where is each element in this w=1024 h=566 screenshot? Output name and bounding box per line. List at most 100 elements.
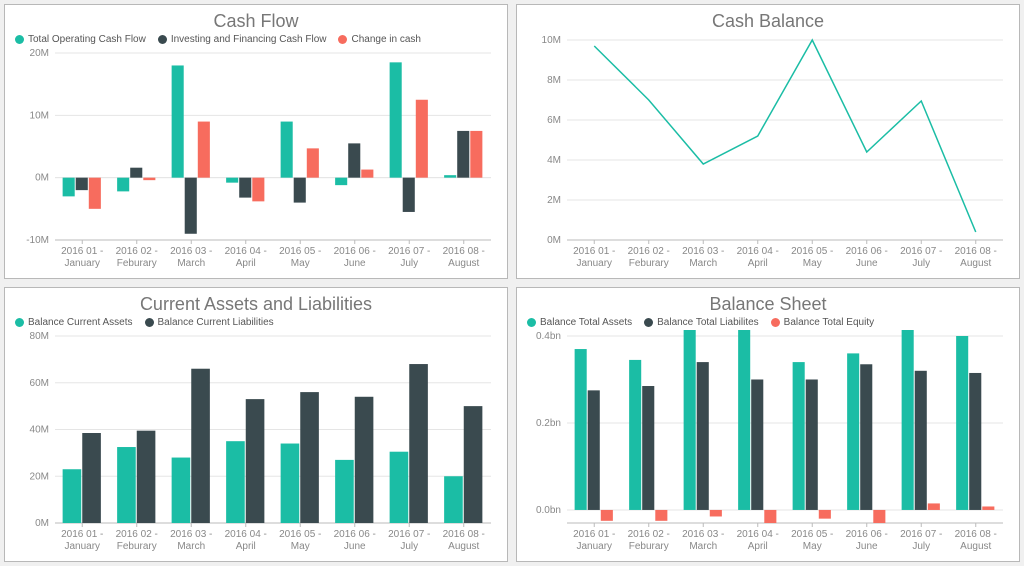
svg-text:March: March bbox=[689, 258, 717, 269]
svg-text:8M: 8M bbox=[547, 75, 561, 86]
svg-text:August: August bbox=[960, 258, 991, 269]
dashboard-grid: Cash Flow Total Operating Cash Flow Inves… bbox=[4, 4, 1020, 562]
legend-item[interactable]: Balance Total Assets bbox=[527, 317, 632, 328]
svg-text:2016 08 -: 2016 08 - bbox=[443, 246, 485, 257]
svg-text:2016 03 -: 2016 03 - bbox=[170, 246, 212, 257]
svg-text:March: March bbox=[689, 541, 717, 552]
svg-text:6M: 6M bbox=[547, 115, 561, 126]
svg-text:2016 05 -: 2016 05 - bbox=[791, 246, 833, 257]
svg-text:Feburary: Feburary bbox=[117, 541, 157, 552]
svg-text:April: April bbox=[748, 541, 768, 552]
legend-item[interactable]: Balance Current Liabilities bbox=[145, 317, 274, 328]
svg-text:2M: 2M bbox=[547, 195, 561, 206]
svg-text:0M: 0M bbox=[35, 518, 49, 529]
svg-text:April: April bbox=[748, 258, 768, 269]
chart-legend: Balance Total Assets Balance Total Liabil… bbox=[527, 317, 1009, 328]
svg-text:2016 03 -: 2016 03 - bbox=[682, 529, 724, 540]
legend-label: Balance Current Liabilities bbox=[158, 317, 274, 328]
svg-text:2016 04 -: 2016 04 - bbox=[737, 246, 779, 257]
panel-balance-sheet: Balance Sheet Balance Total AssetsBalanc… bbox=[516, 287, 1020, 562]
svg-text:2016 03 -: 2016 03 - bbox=[170, 529, 212, 540]
svg-text:April: April bbox=[236, 258, 256, 269]
panel-cash-flow: Cash Flow Total Operating Cash Flow Inves… bbox=[4, 4, 508, 279]
svg-text:August: August bbox=[448, 541, 479, 552]
svg-text:May: May bbox=[291, 541, 310, 552]
svg-text:2016 01 -: 2016 01 - bbox=[573, 246, 615, 257]
svg-text:2016 02 -: 2016 02 - bbox=[116, 246, 158, 257]
balance-sheet-chart: 0.0bn0.2bn0.4bn2016 01 -January2016 02 -… bbox=[527, 330, 1009, 557]
svg-text:June: June bbox=[856, 258, 878, 269]
legend-item[interactable]: Total Operating Cash Flow bbox=[15, 34, 146, 45]
svg-text:2016 06 -: 2016 06 - bbox=[334, 246, 376, 257]
svg-text:2016 02 -: 2016 02 - bbox=[628, 246, 670, 257]
svg-text:2016 04 -: 2016 04 - bbox=[737, 529, 779, 540]
svg-text:2016 07 -: 2016 07 - bbox=[388, 529, 430, 540]
svg-text:Feburary: Feburary bbox=[629, 258, 669, 269]
chart-legend: Balance Current Assets Balance Current Li… bbox=[15, 317, 497, 328]
svg-text:0.4bn: 0.4bn bbox=[536, 331, 561, 342]
svg-text:80M: 80M bbox=[30, 331, 49, 342]
svg-text:0M: 0M bbox=[547, 235, 561, 246]
legend-item[interactable]: Change in cash bbox=[338, 34, 421, 45]
chart-title: Cash Balance bbox=[527, 11, 1009, 32]
legend-label: Total Operating Cash Flow bbox=[28, 34, 146, 45]
svg-text:0.0bn: 0.0bn bbox=[536, 505, 561, 516]
svg-text:2016 06 -: 2016 06 - bbox=[846, 246, 888, 257]
legend-label: Balance Total Equity bbox=[784, 317, 874, 328]
chart-area[interactable]: 0.0bn0.2bn0.4bn2016 01 -January2016 02 -… bbox=[527, 330, 1009, 557]
svg-text:2016 03 -: 2016 03 - bbox=[682, 246, 724, 257]
legend-label: Balance Current Assets bbox=[28, 317, 133, 328]
svg-text:2016 01 -: 2016 01 - bbox=[573, 529, 615, 540]
svg-text:2016 07 -: 2016 07 - bbox=[900, 529, 942, 540]
legend-swatch-icon bbox=[527, 318, 536, 327]
panel-assets-liabilities: Current Assets and Liabilities Balance C… bbox=[4, 287, 508, 562]
svg-text:2016 06 -: 2016 06 - bbox=[846, 529, 888, 540]
legend-swatch-icon bbox=[145, 318, 154, 327]
svg-text:March: March bbox=[177, 258, 205, 269]
cash-flow-chart: -10M0M10M20M2016 01 -January2016 02 -Feb… bbox=[15, 47, 497, 274]
svg-text:0M: 0M bbox=[35, 173, 49, 184]
svg-text:June: June bbox=[344, 541, 366, 552]
svg-text:2016 08 -: 2016 08 - bbox=[955, 529, 997, 540]
svg-text:August: August bbox=[448, 258, 479, 269]
legend-swatch-icon bbox=[15, 35, 24, 44]
legend-item[interactable]: Balance Current Assets bbox=[15, 317, 133, 328]
svg-text:-10M: -10M bbox=[26, 235, 49, 246]
chart-area[interactable]: -10M0M10M20M2016 01 -January2016 02 -Feb… bbox=[15, 47, 497, 274]
legend-item[interactable]: Balance Total Liabilites bbox=[644, 317, 759, 328]
svg-text:January: January bbox=[64, 258, 100, 269]
legend-item[interactable]: Investing and Financing Cash Flow bbox=[158, 34, 327, 45]
chart-title: Cash Flow bbox=[15, 11, 497, 32]
svg-text:March: March bbox=[177, 541, 205, 552]
svg-text:0.2bn: 0.2bn bbox=[536, 418, 561, 429]
legend-swatch-icon bbox=[644, 318, 653, 327]
chart-area[interactable]: 0M20M40M60M80M2016 01 -January2016 02 -F… bbox=[15, 330, 497, 557]
assets-liabilities-chart: 0M20M40M60M80M2016 01 -January2016 02 -F… bbox=[15, 330, 497, 557]
legend-label: Change in cash bbox=[351, 34, 421, 45]
svg-text:July: July bbox=[400, 258, 418, 269]
svg-text:June: June bbox=[344, 258, 366, 269]
svg-text:20M: 20M bbox=[30, 471, 49, 482]
svg-text:June: June bbox=[856, 541, 878, 552]
svg-text:10M: 10M bbox=[542, 35, 561, 46]
svg-text:60M: 60M bbox=[30, 378, 49, 389]
svg-text:May: May bbox=[803, 258, 822, 269]
svg-text:2016 05 -: 2016 05 - bbox=[279, 246, 321, 257]
svg-text:January: January bbox=[576, 541, 612, 552]
legend-label: Balance Total Assets bbox=[540, 317, 632, 328]
svg-text:20M: 20M bbox=[30, 48, 49, 59]
legend-swatch-icon bbox=[15, 318, 24, 327]
cash-balance-chart: 0M2M4M6M8M10M2016 01 -January2016 02 -Fe… bbox=[527, 34, 1009, 274]
svg-text:2016 02 -: 2016 02 - bbox=[116, 529, 158, 540]
svg-text:2016 01 -: 2016 01 - bbox=[61, 246, 103, 257]
svg-text:2016 05 -: 2016 05 - bbox=[791, 529, 833, 540]
chart-area[interactable]: 0M2M4M6M8M10M2016 01 -January2016 02 -Fe… bbox=[527, 34, 1009, 274]
legend-swatch-icon bbox=[158, 35, 167, 44]
svg-text:2016 07 -: 2016 07 - bbox=[388, 246, 430, 257]
svg-text:May: May bbox=[803, 541, 822, 552]
svg-text:July: July bbox=[400, 541, 418, 552]
svg-text:Feburary: Feburary bbox=[629, 541, 669, 552]
svg-text:August: August bbox=[960, 541, 991, 552]
svg-text:10M: 10M bbox=[30, 110, 49, 121]
legend-item[interactable]: Balance Total Equity bbox=[771, 317, 874, 328]
